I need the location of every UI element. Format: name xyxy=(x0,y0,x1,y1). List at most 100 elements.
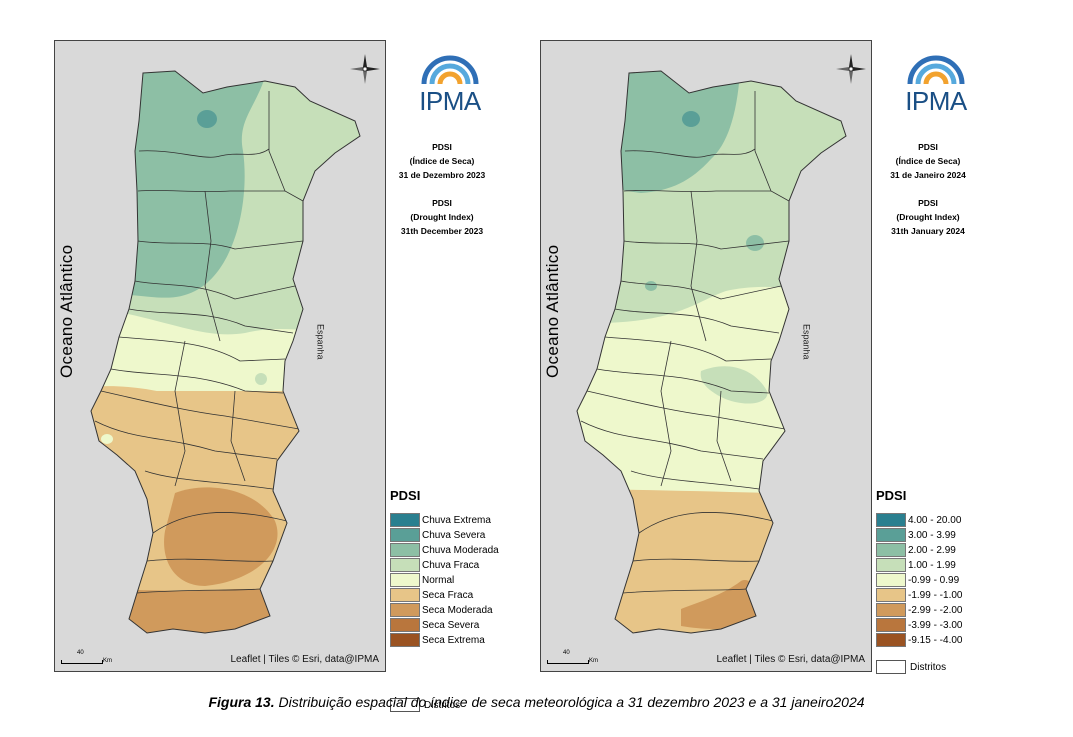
spain-label-text: Espanha xyxy=(315,324,326,360)
legend-swatch xyxy=(390,633,420,647)
legend-label: Seca Moderada xyxy=(422,605,493,616)
en-title: PDSI xyxy=(918,198,938,208)
legend-label: 2.00 - 2.99 xyxy=(908,545,956,556)
legend-swatch xyxy=(876,573,906,587)
legend-items: 4.00 - 20.00 3.00 - 3.99 2.00 - 2.99 1.00 -… xyxy=(876,513,1016,648)
legend-swatch xyxy=(876,528,906,542)
pdsi-legend: PDSI 4.00 - 20.00 3.00 - 3.99 2.00 - 2.99 1… xyxy=(876,488,1016,674)
legend-swatch xyxy=(390,528,420,542)
pt-subtitle: (Índice de Seca) xyxy=(409,156,475,166)
legend-districts: Distritos xyxy=(876,660,1016,676)
pt-title: PDSI xyxy=(918,142,938,152)
districts-label: Distritos xyxy=(424,700,461,711)
legend-label: Chuva Fraca xyxy=(422,560,480,571)
legend-label: -3.99 - -3.00 xyxy=(908,620,963,631)
legend-item: Normal xyxy=(390,573,530,588)
legend-title: PDSI xyxy=(876,488,907,503)
en-title: PDSI xyxy=(432,198,452,208)
legend-swatch xyxy=(390,543,420,557)
map-info-block: PDSI (Índice de Seca) 31 de Janeiro 2024… xyxy=(876,140,980,238)
ipma-logo: IPMA xyxy=(900,44,980,124)
scale-value: 40 xyxy=(77,650,84,656)
legend-item: Seca Moderada xyxy=(390,603,530,618)
legend-swatch xyxy=(390,603,420,617)
map-attribution[interactable]: Leaflet | Tiles © Esri, data@IPMA xyxy=(230,654,379,665)
pt-subtitle: (Índice de Seca) xyxy=(895,156,961,166)
map-panel-december: Oceano Atlântico Espanha 40 Km Leaflet |… xyxy=(54,40,586,712)
legend-item: Chuva Moderada xyxy=(390,543,530,558)
caption-text: Distribuição espacial do índice de seca … xyxy=(274,694,865,710)
scale-unit: Km xyxy=(103,658,112,664)
legend-item: Chuva Severa xyxy=(390,528,530,543)
legend-label: -9.15 - -4.00 xyxy=(908,635,963,646)
legend-swatch xyxy=(876,558,906,572)
legend-swatch xyxy=(390,588,420,602)
pt-date: 31 de Dezembro 2023 xyxy=(398,170,486,180)
legend-label: Seca Fraca xyxy=(422,590,474,601)
ipma-logo-arcs-icon xyxy=(907,55,965,85)
en-subtitle: (Drought Index) xyxy=(896,212,960,222)
ipma-logo-arcs-icon xyxy=(421,55,479,85)
legend-item: Seca Severa xyxy=(390,618,530,633)
pdsi-legend: PDSI Chuva Extrema Chuva Severa Chuva Mode… xyxy=(390,488,530,712)
legend-label: Chuva Severa xyxy=(422,530,486,541)
legend-label: 3.00 - 3.99 xyxy=(908,530,956,541)
pdsi-map xyxy=(541,41,871,671)
legend-item: Chuva Fraca xyxy=(390,558,530,573)
legend-label: -1.99 - -1.00 xyxy=(908,590,963,601)
figure-caption: Figura 13. Distribuição espacial do índi… xyxy=(0,694,1073,710)
legend-label: 4.00 - 20.00 xyxy=(908,515,962,526)
ocean-label: Oceano Atlântico xyxy=(57,244,76,378)
legend-title: PDSI xyxy=(390,488,421,503)
logo-text: IPMA xyxy=(905,86,967,116)
legend-swatch xyxy=(876,603,906,617)
legend-swatch xyxy=(390,513,420,527)
spain-label: Espanha xyxy=(313,324,327,363)
legend-swatch xyxy=(390,618,420,632)
scale-value: 40 xyxy=(563,650,570,656)
districts-label: Distritos xyxy=(910,662,947,673)
spain-label-text: Espanha xyxy=(801,324,812,360)
map-frame[interactable]: Oceano Atlântico Espanha 40 Km Leaflet |… xyxy=(540,40,872,672)
logo-text: IPMA xyxy=(419,86,481,116)
legend-item: -0.99 - 0.99 xyxy=(876,573,1016,588)
compass-icon xyxy=(835,53,867,85)
legend-item: 1.00 - 1.99 xyxy=(876,558,1016,573)
districts-swatch xyxy=(876,660,906,674)
legend-item: -3.99 - -3.00 xyxy=(876,618,1016,633)
legend-swatch xyxy=(876,618,906,632)
legend-label: Seca Severa xyxy=(422,620,480,631)
legend-item: 4.00 - 20.00 xyxy=(876,513,1016,528)
scale-bar-line xyxy=(547,660,589,664)
map-frame[interactable]: Oceano Atlântico Espanha 40 Km Leaflet |… xyxy=(54,40,386,672)
legend-item: -2.99 - -2.00 xyxy=(876,603,1016,618)
pt-title: PDSI xyxy=(432,142,452,152)
legend-items: Chuva Extrema Chuva Severa Chuva Moderada C… xyxy=(390,513,530,648)
legend-item: Seca Extrema xyxy=(390,633,530,648)
en-date: 31th December 2023 xyxy=(400,226,484,236)
legend-label: -0.99 - 0.99 xyxy=(908,575,960,586)
legend-swatch xyxy=(876,513,906,527)
legend-swatch xyxy=(390,558,420,572)
map-attribution[interactable]: Leaflet | Tiles © Esri, data@IPMA xyxy=(716,654,865,665)
compass-icon xyxy=(349,53,381,85)
scale-bar: 40 Km xyxy=(547,650,603,668)
legend-item: Seca Fraca xyxy=(390,588,530,603)
legend-label: Chuva Moderada xyxy=(422,545,499,556)
legend-swatch xyxy=(876,588,906,602)
scale-unit: Km xyxy=(589,658,598,664)
legend-label: Normal xyxy=(422,575,455,586)
legend-swatch xyxy=(876,633,906,647)
ipma-logo: IPMA xyxy=(414,44,494,124)
en-subtitle: (Drought Index) xyxy=(410,212,474,222)
map-panel-january: Oceano Atlântico Espanha 40 Km Leaflet |… xyxy=(540,40,1072,674)
legend-swatch xyxy=(876,543,906,557)
ocean-label: Oceano Atlântico xyxy=(543,244,562,378)
legend-item: 2.00 - 2.99 xyxy=(876,543,1016,558)
legend-item: 3.00 - 3.99 xyxy=(876,528,1016,543)
scale-bar: 40 Km xyxy=(61,650,117,668)
legend-label: -2.99 - -2.00 xyxy=(908,605,963,616)
legend-label: 1.00 - 1.99 xyxy=(908,560,956,571)
legend-label: Chuva Extrema xyxy=(422,515,491,526)
legend-item: -9.15 - -4.00 xyxy=(876,633,1016,648)
